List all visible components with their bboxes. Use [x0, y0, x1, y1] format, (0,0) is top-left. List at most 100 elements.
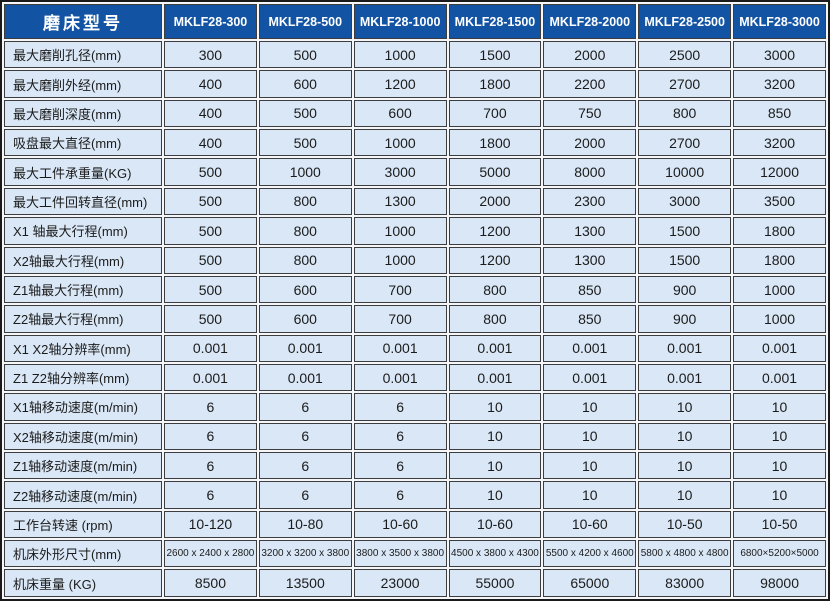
value-cell: 2600 x 2400 x 2800 — [164, 540, 257, 568]
value-cell: 10-120 — [164, 510, 257, 539]
value-cell: 1500 — [638, 217, 732, 245]
value-cell: 500 — [164, 275, 257, 304]
row-label-cell: X1 轴最大行程(mm) — [4, 217, 162, 245]
model-header-cell: MKLF28-2000 — [543, 4, 637, 39]
value-cell: 10 — [638, 422, 732, 451]
row-label-cell: Z1 Z2轴分辨率(mm) — [4, 363, 162, 392]
value-cell: 6 — [164, 422, 257, 451]
value-cell: 0.001 — [164, 363, 257, 392]
table-row: 机床外形尺寸(mm) 2600 x 2400 x 2800 3200 x 3200 … — [4, 540, 826, 568]
value-cell: 3000 — [353, 158, 447, 186]
value-cell: 10 — [733, 422, 826, 451]
table-row: Z1轴最大行程(mm) 500 600 700 800 850 900 1000 — [4, 275, 826, 304]
table-row: X1 X2轴分辨率(mm) 0.001 0.001 0.001 0.001 0.001 0.… — [4, 334, 826, 362]
value-cell: 6 — [164, 393, 257, 421]
table-row: 最大工件回转直径(mm) 500 800 1300 2000 2300 3000 3500 — [4, 187, 826, 216]
value-cell: 3000 — [733, 41, 826, 69]
value-cell: 10 — [543, 393, 637, 421]
value-cell: 0.001 — [543, 334, 637, 362]
table-row: 工作台转速 (rpm) 10-120 10-80 10-60 10-60 10-60 10-… — [4, 510, 826, 539]
value-cell: 0.001 — [638, 334, 732, 362]
table-row: 最大磨削外经(mm) 400 600 1200 1800 2200 2700 3200 — [4, 70, 826, 98]
row-label-cell: 工作台转速 (rpm) — [4, 510, 162, 539]
value-cell: 0.001 — [733, 363, 826, 392]
value-cell: 0.001 — [353, 363, 447, 392]
value-cell: 2000 — [543, 129, 637, 157]
value-cell: 1200 — [353, 70, 447, 98]
value-cell: 65000 — [543, 569, 637, 597]
value-cell: 13500 — [258, 569, 352, 597]
row-label-cell: 机床外形尺寸(mm) — [4, 540, 162, 568]
value-cell: 10-50 — [733, 510, 826, 539]
table-row: 最大磨削孔径(mm) 300 500 1000 1500 2000 2500 3000 — [4, 41, 826, 69]
model-header-cell: MKLF28-3000 — [733, 4, 826, 39]
value-cell: 1800 — [448, 129, 542, 157]
table-row: X2轴移动速度(m/min) 6 6 6 10 10 10 10 — [4, 422, 826, 451]
value-cell: 400 — [164, 70, 257, 98]
value-cell: 850 — [733, 99, 826, 128]
value-cell: 10 — [448, 393, 542, 421]
value-cell: 1300 — [353, 187, 447, 216]
value-cell: 3200 x 3200 x 3800 — [258, 540, 352, 568]
value-cell: 8500 — [164, 569, 257, 597]
row-label-cell: X1 X2轴分辨率(mm) — [4, 334, 162, 362]
value-cell: 800 — [258, 217, 352, 245]
value-cell: 800 — [258, 187, 352, 216]
table-row: Z1 Z2轴分辨率(mm) 0.001 0.001 0.001 0.001 0.001 0.… — [4, 363, 826, 392]
value-cell: 1200 — [448, 217, 542, 245]
value-cell: 10-60 — [353, 510, 447, 539]
value-cell: 700 — [353, 275, 447, 304]
value-cell: 1300 — [543, 246, 637, 274]
row-label-cell: 机床重量 (KG) — [4, 569, 162, 597]
value-cell: 500 — [164, 158, 257, 186]
value-cell: 1800 — [448, 70, 542, 98]
value-cell: 500 — [164, 187, 257, 216]
value-cell: 10 — [543, 452, 637, 480]
row-label-cell: X2轴移动速度(m/min) — [4, 422, 162, 451]
value-cell: 0.001 — [543, 363, 637, 392]
row-label-cell: Z2轴最大行程(mm) — [4, 305, 162, 333]
value-cell: 55000 — [448, 569, 542, 597]
value-cell: 10-50 — [638, 510, 732, 539]
value-cell: 10 — [733, 393, 826, 421]
value-cell: 800 — [258, 246, 352, 274]
value-cell: 10-60 — [543, 510, 637, 539]
value-cell: 10 — [543, 422, 637, 451]
value-cell: 10 — [638, 481, 732, 509]
value-cell: 1200 — [448, 246, 542, 274]
value-cell: 750 — [543, 99, 637, 128]
row-label-cell: 最大磨削孔径(mm) — [4, 41, 162, 69]
row-label-cell: 最大磨削深度(mm) — [4, 99, 162, 128]
row-label-cell: 最大磨削外经(mm) — [4, 70, 162, 98]
value-cell: 2300 — [543, 187, 637, 216]
value-cell: 0.001 — [638, 363, 732, 392]
value-cell: 500 — [258, 41, 352, 69]
value-cell: 6 — [164, 481, 257, 509]
value-cell: 10000 — [638, 158, 732, 186]
value-cell: 1000 — [733, 305, 826, 333]
row-label-cell: 最大工件承重量(KG) — [4, 158, 162, 186]
value-cell: 1000 — [733, 275, 826, 304]
table-row: X2轴最大行程(mm) 500 800 1000 1200 1300 1500 1800 — [4, 246, 826, 274]
value-cell: 3200 — [733, 129, 826, 157]
table-row: 吸盘最大直径(mm) 400 500 1000 1800 2000 2700 3200 — [4, 129, 826, 157]
value-cell: 300 — [164, 41, 257, 69]
value-cell: 500 — [164, 217, 257, 245]
value-cell: 2700 — [638, 70, 732, 98]
value-cell: 800 — [448, 275, 542, 304]
value-cell: 500 — [164, 246, 257, 274]
value-cell: 800 — [448, 305, 542, 333]
value-cell: 10 — [448, 422, 542, 451]
value-cell: 5800 x 4800 x 4800 — [638, 540, 732, 568]
value-cell: 1000 — [353, 217, 447, 245]
value-cell: 900 — [638, 275, 732, 304]
value-cell: 12000 — [733, 158, 826, 186]
value-cell: 1500 — [638, 246, 732, 274]
value-cell: 2000 — [543, 41, 637, 69]
value-cell: 400 — [164, 129, 257, 157]
value-cell: 850 — [543, 275, 637, 304]
value-cell: 0.001 — [258, 363, 352, 392]
value-cell: 850 — [543, 305, 637, 333]
value-cell: 1500 — [448, 41, 542, 69]
